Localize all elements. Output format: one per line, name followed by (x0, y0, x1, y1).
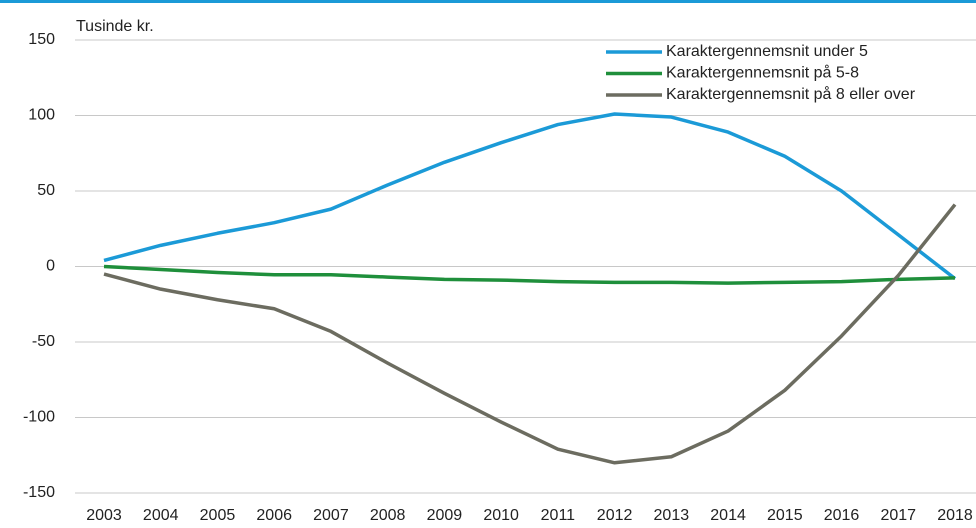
x-tick-label: 2009 (427, 507, 463, 524)
x-tick-label: 2005 (200, 507, 236, 524)
y-axis-label: Tusinde kr. (76, 18, 154, 35)
x-tick-label: 2011 (541, 507, 576, 524)
y-tick-label: -100 (23, 409, 55, 426)
legend-label: Karaktergennemsnit under 5 (666, 43, 868, 60)
series-line (103, 264, 956, 285)
y-tick-label: 0 (46, 258, 55, 275)
x-tick-label: 2015 (767, 507, 803, 524)
y-tick-label: -150 (23, 484, 55, 501)
y-tick-label: -50 (32, 333, 55, 350)
y-tick-label: 100 (28, 107, 55, 124)
series-line (103, 203, 957, 465)
x-tick-label: 2004 (143, 507, 179, 524)
y-tick-label: 50 (37, 182, 55, 199)
x-tick-label: 2014 (710, 507, 746, 524)
legend-label: Karaktergennemsnit på 8 eller over (666, 85, 916, 103)
x-tick-label: 2013 (654, 507, 690, 524)
x-tick-label: 2007 (313, 507, 349, 524)
legend-label: Karaktergennemsnit på 5-8 (666, 64, 859, 82)
x-tick-label: 2003 (86, 507, 122, 524)
x-tick-label: 2017 (880, 507, 916, 524)
x-tick-label: 2016 (824, 507, 860, 524)
series-line (103, 112, 957, 280)
x-tick-label: 2006 (256, 507, 292, 524)
x-tick-label: 2008 (370, 507, 406, 524)
top-rule (0, 0, 976, 3)
y-tick-label: 150 (28, 31, 55, 48)
x-tick-label: 2018 (937, 507, 973, 524)
x-tick-label: 2010 (483, 507, 519, 524)
x-tick-label: 2012 (597, 507, 633, 524)
